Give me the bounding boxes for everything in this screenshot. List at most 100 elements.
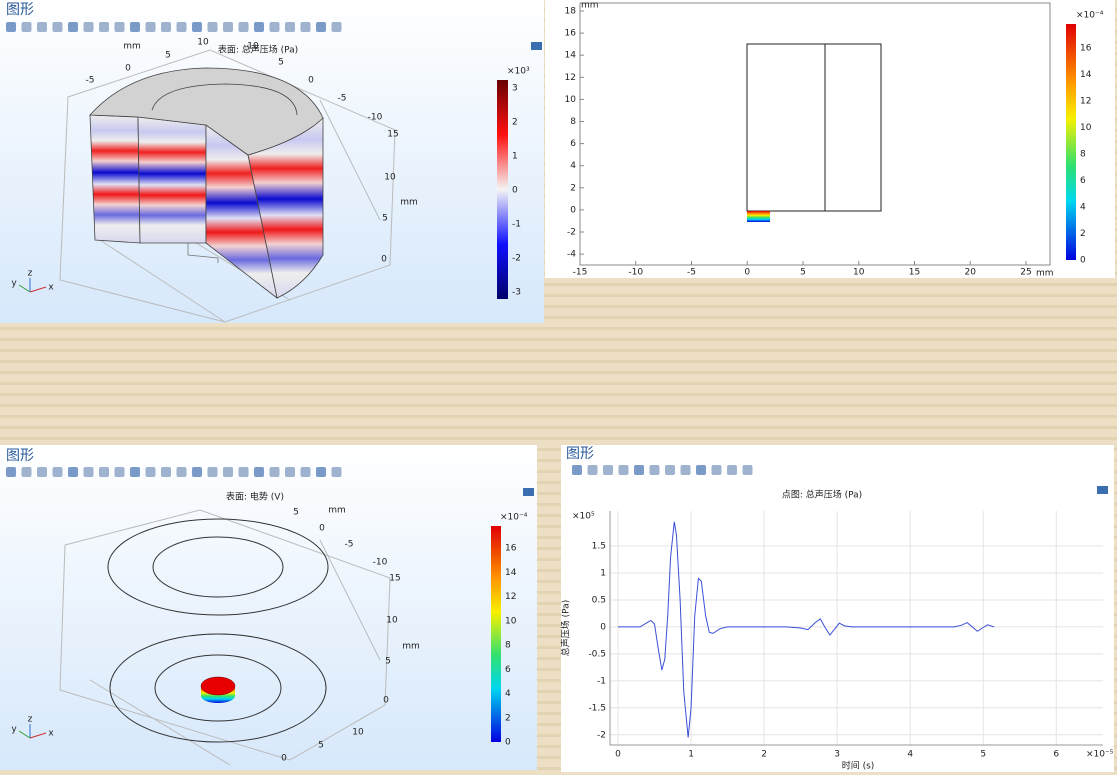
colorbar-tick-label: 12 [505, 592, 516, 602]
toolbar-button[interactable] [207, 22, 218, 32]
toolbar-button[interactable] [634, 465, 644, 475]
x-tick-label: 10 [853, 268, 865, 278]
colorbar [491, 526, 501, 742]
toolbar-button[interactable] [145, 467, 156, 477]
toolbar-button[interactable] [238, 22, 249, 32]
cylinder [89, 67, 324, 299]
toolbar-button[interactable] [649, 465, 660, 475]
axis-tick-label: -5 [345, 540, 354, 550]
toolbar-button[interactable] [331, 22, 342, 32]
toolbar-button[interactable] [618, 465, 629, 475]
toolbar-button[interactable] [285, 467, 295, 477]
colorbar-tick-label: -3 [512, 288, 521, 298]
y-exponent: ×10⁵ [572, 512, 595, 522]
axis-unit: mm [581, 1, 599, 11]
toolbar-button[interactable] [269, 467, 280, 477]
axis-tick-label: mm [402, 642, 420, 652]
toolbar-button[interactable] [316, 467, 326, 477]
panel-button[interactable] [523, 488, 534, 496]
toolbar-button[interactable] [130, 22, 140, 32]
toolbar-button[interactable] [192, 467, 202, 477]
colorbar-tick-label: 6 [1080, 176, 1086, 186]
y-tick-label: -0.5 [588, 649, 606, 659]
colorbar-tick-label: -1 [512, 220, 521, 230]
toolbar-button[interactable] [21, 467, 32, 477]
y-tick-label: 10 [565, 95, 577, 105]
toolbar-button[interactable] [665, 465, 675, 475]
toolbar-button[interactable] [572, 465, 582, 475]
toolbar-button[interactable] [161, 22, 171, 32]
y-tick-label: 18 [565, 7, 577, 17]
toolbar-button[interactable] [587, 465, 598, 475]
toolbar-button[interactable] [130, 467, 140, 477]
toolbar-button[interactable] [6, 22, 16, 32]
axis-tick-label: 0 [381, 255, 387, 265]
colorbar [497, 80, 508, 299]
toolbar-button[interactable] [254, 467, 264, 477]
panel [0, 445, 537, 770]
toolbar-button[interactable] [68, 22, 78, 32]
colorbar-tick-label: 12 [1080, 97, 1091, 107]
y-tick-label: -2 [597, 730, 606, 740]
toolbar-button[interactable] [52, 22, 63, 32]
panel [545, 0, 1115, 278]
chart-title: 点图: 总声压场 (Pa) [782, 489, 862, 501]
panel-button[interactable] [531, 42, 542, 50]
toolbar-button[interactable] [68, 467, 78, 477]
x-tick-label: 6 [1053, 750, 1059, 760]
toolbar-button[interactable] [176, 467, 187, 477]
toolbar-button[interactable] [99, 22, 109, 32]
toolbar-button[interactable] [176, 22, 187, 32]
toolbar-button[interactable] [254, 22, 264, 32]
colorbar-tick-label: 8 [1080, 150, 1086, 160]
triad-label: z [28, 715, 33, 725]
panel-button[interactable] [1097, 486, 1108, 494]
toolbar-button[interactable] [21, 22, 32, 32]
toolbar-button[interactable] [6, 467, 16, 477]
toolbar-button[interactable] [192, 22, 202, 32]
toolbar-button[interactable] [161, 467, 171, 477]
y-tick-label: 1.5 [592, 542, 606, 552]
toolbar-button[interactable] [223, 22, 233, 32]
3d-axes [59, 509, 391, 766]
y-tick-label: 2 [570, 183, 576, 193]
toolbar-button[interactable] [696, 465, 706, 475]
x-tick-label: -10 [628, 268, 643, 278]
toolbar-button[interactable] [742, 465, 753, 475]
toolbar-button[interactable] [52, 467, 63, 477]
axis-tick-label: 5 [278, 58, 284, 68]
toolbar-button[interactable] [114, 467, 125, 477]
plot-title: 表面: 总声压场 (Pa) [218, 44, 298, 56]
toolbar-button[interactable] [331, 467, 342, 477]
toolbar-button[interactable] [207, 467, 218, 477]
rings [107, 518, 329, 743]
y-axis-label: 总声压场 (Pa) [560, 600, 572, 656]
toolbar-button[interactable] [37, 22, 47, 32]
axis-tick-label: -5 [338, 94, 347, 104]
toolbar-button[interactable] [37, 467, 47, 477]
toolbar-button[interactable] [223, 467, 233, 477]
toolbar-button[interactable] [727, 465, 737, 475]
x-tick-label: 4 [907, 750, 913, 760]
toolbar-button[interactable] [145, 22, 156, 32]
colorbar-exponent: ×10³ [507, 67, 530, 77]
toolbar-button[interactable] [238, 467, 249, 477]
toolbar-button[interactable] [603, 465, 613, 475]
toolbar-button[interactable] [269, 22, 280, 32]
toolbar-button[interactable] [114, 22, 125, 32]
toolbar-button[interactable] [83, 22, 94, 32]
toolbar-button[interactable] [316, 22, 326, 32]
colorbar-tick-label: 2 [512, 118, 518, 128]
toolbar-button[interactable] [83, 467, 94, 477]
axis-tick-label: -5 [86, 76, 95, 86]
x-tick-label: 15 [909, 268, 920, 278]
toolbar-button[interactable] [711, 465, 722, 475]
panel-header: 图形 [6, 448, 34, 464]
toolbar-button[interactable] [285, 22, 295, 32]
toolbar-button[interactable] [300, 22, 311, 32]
colorbar-tick-label: 8 [505, 641, 511, 651]
x-tick-label: -5 [687, 268, 696, 278]
toolbar-button[interactable] [680, 465, 691, 475]
toolbar-button[interactable] [99, 467, 109, 477]
toolbar-button[interactable] [300, 467, 311, 477]
